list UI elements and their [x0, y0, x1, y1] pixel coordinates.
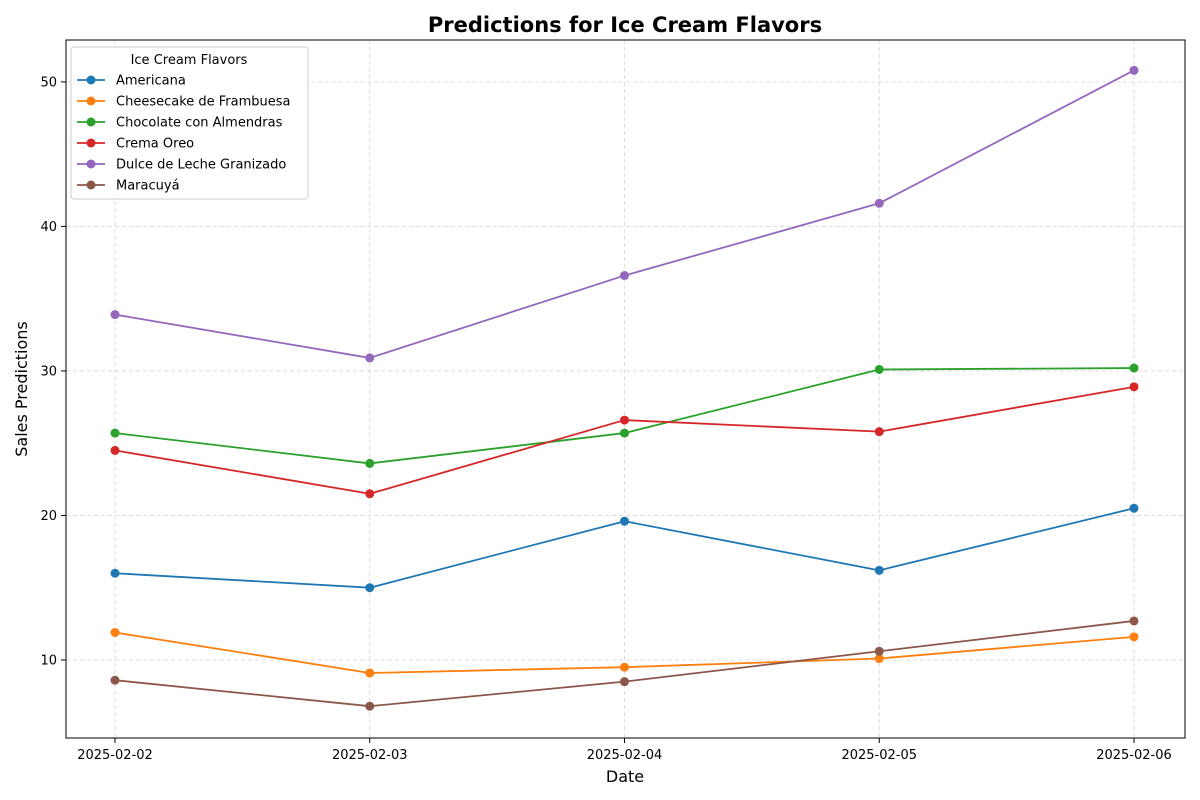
- data-point: [620, 271, 629, 281]
- data-point: [1129, 503, 1139, 513]
- legend-entry: Americana: [77, 74, 186, 89]
- series-layer: [110, 65, 1139, 711]
- series-4: [110, 65, 1139, 363]
- data-point: [1129, 65, 1139, 75]
- chart-title: Predictions for Ice Cream Flavors: [428, 13, 822, 37]
- data-point: [365, 458, 375, 468]
- data-point: [874, 646, 884, 656]
- x-tick-label: 2025-02-03: [332, 748, 408, 763]
- legend-swatch-marker: [86, 180, 96, 190]
- data-point: [620, 415, 629, 425]
- data-point: [620, 428, 629, 438]
- data-point: [110, 310, 120, 320]
- x-tick-label: 2025-02-05: [841, 748, 917, 763]
- y-tick-label: 40: [40, 220, 57, 235]
- legend-label: Americana: [116, 74, 186, 89]
- legend-swatch-marker: [86, 96, 96, 106]
- data-point: [110, 428, 120, 438]
- y-tick-label: 30: [40, 364, 57, 379]
- series-0: [110, 503, 1139, 593]
- legend-swatch-marker: [86, 75, 96, 85]
- data-point: [874, 364, 884, 374]
- legend-entry: Maracuyá: [77, 179, 180, 194]
- data-point: [110, 568, 120, 578]
- legend-swatch-marker: [86, 138, 96, 148]
- data-point: [1129, 382, 1139, 392]
- data-point: [620, 677, 629, 687]
- data-point: [1129, 632, 1139, 642]
- x-tick-label: 2025-02-02: [77, 748, 153, 763]
- y-tick-label: 20: [40, 509, 57, 524]
- data-point: [365, 668, 375, 678]
- data-point: [365, 353, 375, 363]
- data-point: [874, 565, 884, 575]
- series-5: [110, 616, 1139, 711]
- legend-entry: Chocolate con Almendras: [77, 116, 283, 131]
- legend-box: [70, 46, 309, 200]
- data-point: [874, 654, 884, 664]
- data-point: [110, 628, 120, 638]
- x-axis-label: Date: [606, 767, 644, 786]
- legend-label: Crema Oreo: [116, 137, 194, 152]
- x-tick-label: 2025-02-04: [587, 748, 663, 763]
- legend-entry: Crema Oreo: [77, 137, 194, 152]
- legend-title: Ice Cream Flavors: [131, 53, 248, 68]
- tick-layer: 10 20 30 40 50 2025-02-02 2025-02-03 2025-02-04…: [40, 75, 1171, 763]
- legend-swatch-marker: [86, 117, 96, 127]
- legend-label: Chocolate con Almendras: [116, 116, 283, 131]
- series-3: [110, 382, 1139, 499]
- y-axis-label: Sales Predictions: [12, 321, 31, 457]
- legend: Ice Cream Flavors Americana Cheesecake de…: [70, 46, 309, 200]
- data-point: [1129, 363, 1139, 373]
- data-point: [874, 198, 884, 208]
- data-point: [620, 662, 629, 672]
- data-point: [365, 489, 375, 499]
- x-tick-label: 2025-02-06: [1096, 748, 1172, 763]
- series-2: [110, 363, 1139, 468]
- legend-label: Dulce de Leche Granizado: [116, 158, 286, 173]
- legend-entry: Dulce de Leche Granizado: [77, 158, 286, 173]
- legend-label: Cheesecake de Frambuesa: [116, 95, 291, 110]
- legend-label: Maracuyá: [116, 179, 180, 194]
- data-point: [365, 583, 375, 593]
- data-point: [620, 516, 629, 526]
- data-point: [110, 445, 120, 455]
- data-point: [874, 427, 884, 437]
- data-point: [365, 701, 375, 711]
- data-point: [110, 675, 120, 685]
- legend-entry: Cheesecake de Frambuesa: [77, 95, 291, 110]
- data-point: [1129, 616, 1139, 626]
- legend-swatch-marker: [86, 159, 96, 169]
- y-tick-label: 10: [40, 653, 57, 668]
- series-1: [110, 628, 1139, 678]
- y-tick-label: 50: [40, 75, 57, 90]
- plot-frame: [65, 39, 1186, 739]
